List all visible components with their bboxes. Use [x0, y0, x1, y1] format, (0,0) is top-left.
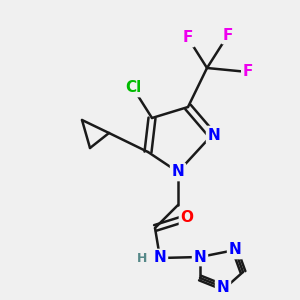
- Text: O: O: [181, 211, 194, 226]
- Text: F: F: [183, 31, 193, 46]
- Text: F: F: [223, 28, 233, 43]
- Text: N: N: [208, 128, 220, 142]
- Text: N: N: [229, 242, 242, 257]
- Text: N: N: [217, 280, 230, 296]
- Text: N: N: [194, 250, 206, 265]
- Text: F: F: [243, 64, 253, 80]
- Text: H: H: [137, 251, 147, 265]
- Text: N: N: [154, 250, 166, 266]
- Text: Cl: Cl: [125, 80, 141, 95]
- Text: N: N: [172, 164, 184, 179]
